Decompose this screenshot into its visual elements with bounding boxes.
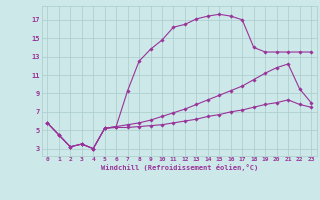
X-axis label: Windchill (Refroidissement éolien,°C): Windchill (Refroidissement éolien,°C) (100, 164, 258, 171)
